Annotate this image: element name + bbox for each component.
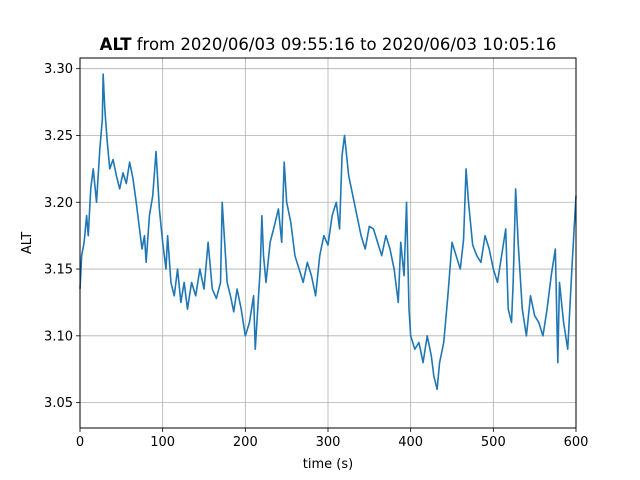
x-tick-label: 400 — [398, 435, 423, 450]
y-tick-label: 3.15 — [44, 263, 73, 278]
x-axis-label: time (s) — [303, 457, 353, 472]
y-tick-label: 3.10 — [44, 329, 73, 344]
data-series — [79, 73, 577, 391]
x-tick-label: 300 — [316, 435, 341, 450]
series-line — [79, 73, 577, 391]
chart-title-bold: ALT — [100, 35, 133, 54]
chart-title-rest: from 2020/06/03 09:55:16 to 2020/06/03 1… — [131, 35, 556, 54]
chart-title: ALT from 2020/06/03 09:55:16 to 2020/06/… — [100, 35, 557, 54]
x-tick-label: 500 — [481, 435, 506, 450]
plot-frame — [79, 57, 577, 429]
y-tick-label: 3.25 — [44, 129, 73, 144]
x-tick-label: 100 — [150, 435, 175, 450]
y-axis-label: ALT — [20, 232, 35, 254]
y-ticks: 3.05 3.10 3.15 3.20 3.25 3.30 — [44, 62, 80, 411]
x-tick-label: 600 — [564, 435, 589, 450]
y-tick-label: 3.05 — [44, 396, 73, 411]
x-ticks: 0 100 200 300 400 500 600 — [76, 428, 589, 450]
y-tick-label: 3.30 — [44, 62, 73, 77]
x-tick-label: 0 — [76, 435, 84, 450]
x-tick-label: 200 — [233, 435, 258, 450]
y-tick-label: 3.20 — [44, 196, 73, 211]
